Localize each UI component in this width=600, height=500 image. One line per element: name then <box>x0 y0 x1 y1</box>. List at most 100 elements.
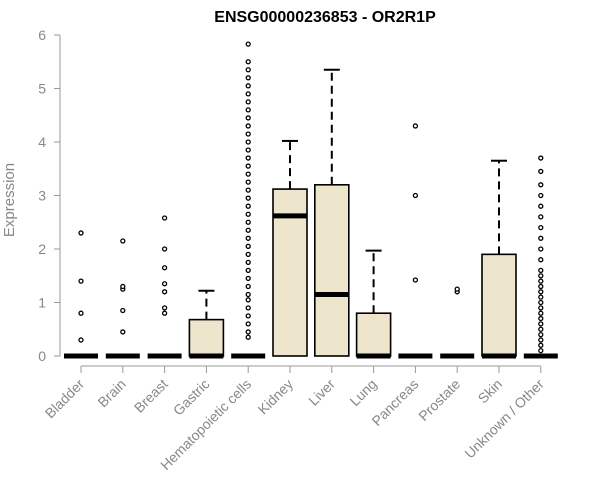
x-tick-label: Lung <box>346 376 379 409</box>
outlier-point <box>538 203 544 209</box>
outlier-point <box>245 283 251 290</box>
box-group <box>398 123 433 359</box>
outlier-point <box>245 41 251 47</box>
outlier-point <box>245 313 251 319</box>
outlier-point <box>538 224 544 231</box>
x-tick-label: Brain <box>94 376 128 410</box>
outlier-point <box>538 283 544 290</box>
outlier-point <box>454 286 460 292</box>
box-group <box>355 249 392 359</box>
outlier-point <box>245 131 251 137</box>
y-tick-label: 1 <box>38 295 46 311</box>
x-tick-label: Kidney <box>255 376 297 418</box>
y-tick-label: 6 <box>38 27 46 43</box>
box-group <box>64 230 98 359</box>
outlier-point <box>245 297 251 303</box>
outlier-point <box>245 107 251 113</box>
outlier-point <box>120 329 126 335</box>
outlier-point <box>245 211 251 217</box>
outlier-point <box>538 305 544 311</box>
outlier-point <box>245 334 251 340</box>
outlier-point <box>161 305 168 311</box>
chart-title: ENSG00000236853 - OR2R1P <box>214 9 436 26</box>
outlier-point <box>161 289 168 295</box>
box-group <box>105 238 140 359</box>
outlier-point <box>245 203 251 209</box>
box-group <box>147 215 182 359</box>
outlier-point <box>245 59 251 65</box>
outlier-point <box>78 278 84 284</box>
box-group <box>272 139 308 357</box>
outlier-point <box>538 342 544 348</box>
outlier-point <box>538 246 544 252</box>
outlier-point <box>412 192 419 199</box>
y-tick-label: 0 <box>38 348 46 364</box>
box-rect <box>188 318 225 357</box>
box-series <box>64 41 558 359</box>
outlier-point <box>245 91 251 97</box>
outlier-point <box>245 83 251 89</box>
outlier-point <box>538 192 544 199</box>
outlier-point <box>538 235 544 241</box>
y-tick-label: 4 <box>38 134 46 150</box>
outlier-point <box>538 347 544 354</box>
outlier-point <box>245 115 251 121</box>
box-group <box>313 68 350 357</box>
outlier-point <box>245 139 251 145</box>
outlier-point <box>245 267 251 274</box>
outlier-point <box>245 275 251 282</box>
box-group <box>231 41 266 359</box>
outlier-point <box>538 182 544 188</box>
outlier-point <box>245 305 251 311</box>
outlier-point <box>538 315 544 322</box>
outlier-point <box>538 257 544 263</box>
outlier-point <box>245 163 251 169</box>
y-axis-label: Expression <box>1 163 18 237</box>
outlier-point <box>245 123 251 129</box>
outlier-point <box>538 278 544 284</box>
outlier-point <box>245 321 251 327</box>
y-tick-label: 3 <box>38 188 46 204</box>
outlier-point <box>245 99 251 105</box>
x-tick-label: Breast <box>131 376 171 416</box>
box-group <box>440 286 475 359</box>
outlier-point <box>538 267 544 274</box>
outlier-point <box>245 243 251 249</box>
outlier-point <box>245 251 251 258</box>
outlier-point <box>161 246 168 252</box>
outlier-point <box>538 155 544 161</box>
x-tick-label: Liver <box>305 376 338 409</box>
outlier-point <box>412 277 419 283</box>
outlier-point <box>412 123 419 129</box>
outlier-point <box>78 337 84 343</box>
x-tick-label: Unknown / Other <box>461 376 547 462</box>
outlier-point <box>538 337 544 343</box>
box-rect <box>481 253 517 357</box>
outlier-point <box>245 67 251 73</box>
outlier-point <box>161 265 168 271</box>
outlier-point <box>245 147 251 153</box>
outlier-point <box>245 259 251 266</box>
outlier-point <box>538 331 544 338</box>
outlier-point <box>161 310 168 316</box>
outlier-point <box>161 215 168 221</box>
outlier-point <box>538 289 544 295</box>
outlier-point <box>538 294 544 300</box>
box-rect <box>355 312 392 357</box>
outlier-point <box>245 227 251 233</box>
outlier-point <box>538 321 544 327</box>
outlier-point <box>538 299 544 306</box>
box-rect <box>313 184 350 357</box>
outlier-point <box>538 310 544 316</box>
outlier-point <box>120 238 126 244</box>
outlier-point <box>78 310 84 316</box>
outlier-point <box>538 326 544 332</box>
outlier-point <box>161 281 168 287</box>
outlier-point <box>245 179 251 185</box>
box-group <box>523 155 558 359</box>
outlier-point <box>538 273 544 279</box>
x-tick-label: Bladder <box>42 376 88 422</box>
box-group <box>188 289 225 359</box>
